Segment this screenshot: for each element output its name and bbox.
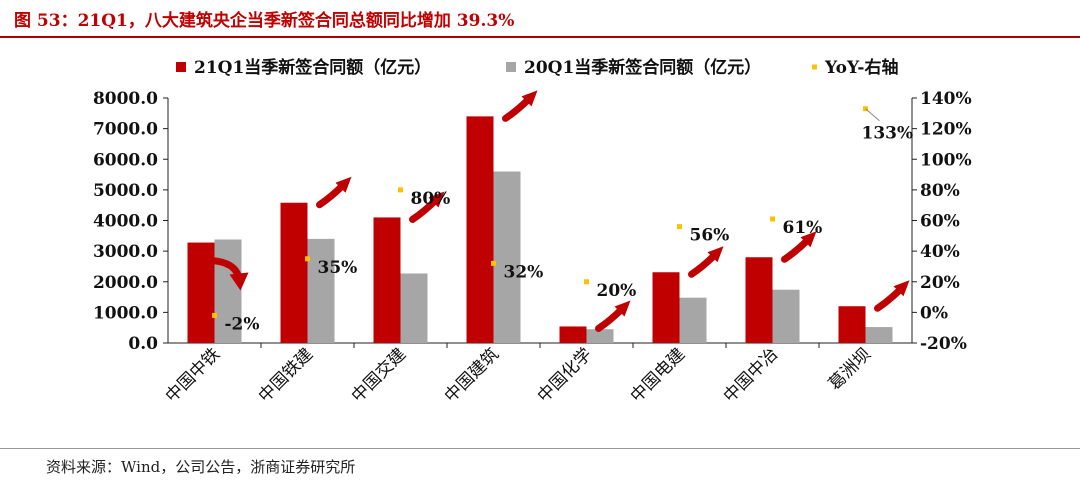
bar-20q1-7 [865, 327, 893, 343]
growth-arrow-icon-2 [409, 191, 445, 223]
legend-label-0: 21Q1当季新签合同额（亿元） [194, 57, 431, 78]
bar-21q1-5 [652, 272, 680, 343]
bars [187, 116, 893, 343]
right-tick-label-0: -20% [920, 334, 967, 354]
left-axis: 0.0 1000.0 2000.0 3000.0 4000.0 5000.0 6000.0 7… [93, 89, 169, 354]
left-tick-label-6: 6000.0 [93, 150, 158, 170]
yoy-label-7: 133% [862, 124, 914, 144]
growth-arrow-icon-6 [781, 231, 817, 263]
growth-arrow-head-7 [893, 280, 910, 297]
right-tick-label-4: 60% [920, 212, 960, 232]
yoy-label-6: 61% [783, 218, 823, 238]
growth-arrow-head-6 [800, 231, 817, 248]
footer-rule [0, 448, 1080, 449]
left-tick-label-1: 1000.0 [93, 303, 158, 323]
yoy-label-5: 56% [690, 226, 730, 246]
growth-arrow-icon-1 [316, 176, 352, 209]
growth-arrow-head-1 [335, 176, 352, 193]
right-tick-label-2: 20% [920, 273, 960, 293]
legend-swatch-2 [812, 64, 817, 70]
yoy-point-4 [584, 279, 589, 285]
growth-arrow-icon-4 [595, 300, 631, 332]
growth-arrow-icon-7 [874, 280, 910, 312]
growth-arrow-head-5 [707, 246, 724, 263]
growth-arrow-shaft-6 [781, 235, 812, 263]
chart-title: 图 53：21Q1，八大建筑央企当季新签合同总额同比增加 39.3% [14, 11, 515, 31]
yoy-point-1 [305, 256, 310, 262]
right-tick-label-6: 100% [920, 150, 972, 170]
yoy-point-6 [770, 216, 775, 222]
yoy-markers: -2% 35% 80% 32% 20% 56% 61% 133% [209, 90, 914, 334]
right-tick-label-5: 80% [920, 181, 960, 201]
yoy-point-0 [212, 312, 217, 318]
category-label-5: 中国电建 [627, 344, 689, 406]
bar-20q1-1 [307, 238, 335, 343]
yoy-label-1: 35% [318, 258, 358, 278]
category-label-1: 中国铁建 [255, 344, 317, 406]
growth-arrow-shaft-4 [595, 304, 626, 332]
category-label-2: 中国交建 [348, 344, 410, 406]
growth-arrow-icon-5 [688, 246, 724, 278]
left-tick-label-5: 5000.0 [93, 181, 158, 201]
bar-21q1-1 [280, 202, 308, 343]
bar-21q1-0 [187, 242, 215, 343]
source-note: 资料来源：Wind，公司公告，浙商证券研究所 [46, 458, 356, 476]
bar-20q1-6 [772, 289, 800, 343]
growth-arrow-icon-3 [502, 90, 538, 122]
growth-arrow-head-3 [521, 90, 538, 107]
yoy-point-2 [398, 187, 403, 193]
bar-21q1-7 [838, 306, 866, 343]
right-tick-label-8: 140% [920, 89, 972, 109]
bar-21q1-2 [373, 217, 401, 343]
legend-label-2: YoY-右轴 [824, 57, 898, 78]
yoy-label-2: 80% [411, 189, 451, 209]
category-label-7: 葛洲坝 [825, 344, 875, 394]
category-label-3: 中国建筑 [441, 344, 503, 406]
yoy-label-4: 20% [597, 281, 637, 301]
category-label-4: 中国化学 [534, 344, 596, 406]
growth-arrow-icon-0 [209, 257, 249, 291]
growth-arrow-shaft-1 [316, 181, 347, 209]
bar-21q1-4 [559, 326, 587, 343]
left-tick-label-4: 4000.0 [93, 212, 158, 232]
bar-20q1-3 [493, 171, 521, 343]
bar-21q1-6 [745, 257, 773, 343]
category-label-6: 中国中冶 [720, 344, 782, 406]
category-labels: 中国中铁 中国铁建 中国交建 中国建筑 中国化学 中国电建 中国中冶 葛洲坝 [162, 343, 875, 407]
growth-arrow-shaft-3 [502, 94, 533, 122]
left-tick-label-0: 0.0 [128, 334, 158, 354]
yoy-leader-7 [865, 108, 880, 122]
category-label-0: 中国中铁 [162, 344, 224, 406]
left-tick-label-7: 7000.0 [93, 120, 158, 140]
right-tick-label-3: 40% [920, 242, 960, 262]
yoy-point-5 [677, 224, 682, 230]
legend-swatch-1 [506, 62, 516, 72]
growth-arrow-head-2 [428, 191, 445, 208]
right-tick-label-1: 0% [920, 303, 948, 323]
growth-arrow-head-4 [614, 300, 631, 317]
bar-20q1-5 [679, 297, 707, 343]
growth-arrow-shaft-7 [874, 284, 905, 312]
right-tick-label-7: 120% [920, 120, 972, 140]
yoy-point-3 [491, 260, 496, 266]
legend: 21Q1当季新签合同额（亿元） 20Q1当季新签合同额（亿元） YoY-右轴 [176, 57, 898, 78]
yoy-label-3: 32% [504, 262, 544, 282]
title-rule [0, 36, 1080, 38]
chart-area: 21Q1当季新签合同额（亿元） 20Q1当季新签合同额（亿元） YoY-右轴 0.0… [93, 57, 972, 407]
yoy-label-0: -2% [225, 314, 260, 334]
growth-arrow-shaft-5 [688, 250, 719, 278]
left-tick-label-2: 2000.0 [93, 273, 158, 293]
left-tick-label-8: 8000.0 [93, 89, 158, 109]
bar-20q1-2 [400, 273, 428, 343]
bar-21q1-3 [466, 116, 494, 343]
growth-arrow-head-0 [229, 272, 249, 291]
legend-label-1: 20Q1当季新签合同额（亿元） [524, 57, 761, 78]
legend-swatch-0 [176, 62, 186, 72]
left-tick-label-3: 3000.0 [93, 242, 158, 262]
bar-20q1-4 [586, 329, 614, 343]
bar-20q1-0 [214, 239, 242, 343]
